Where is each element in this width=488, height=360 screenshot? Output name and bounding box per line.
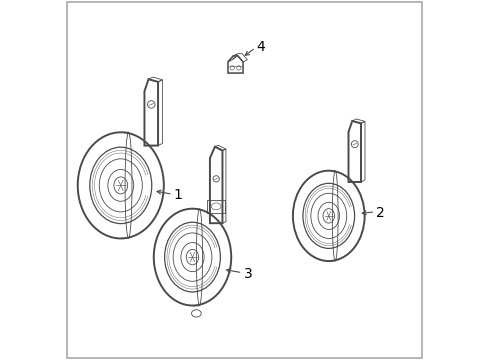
Bar [207, 200, 224, 213]
Text: 2: 2 [376, 206, 385, 220]
Text: 3: 3 [243, 266, 252, 280]
Text: 1: 1 [174, 188, 183, 202]
Text: 4: 4 [256, 40, 265, 54]
